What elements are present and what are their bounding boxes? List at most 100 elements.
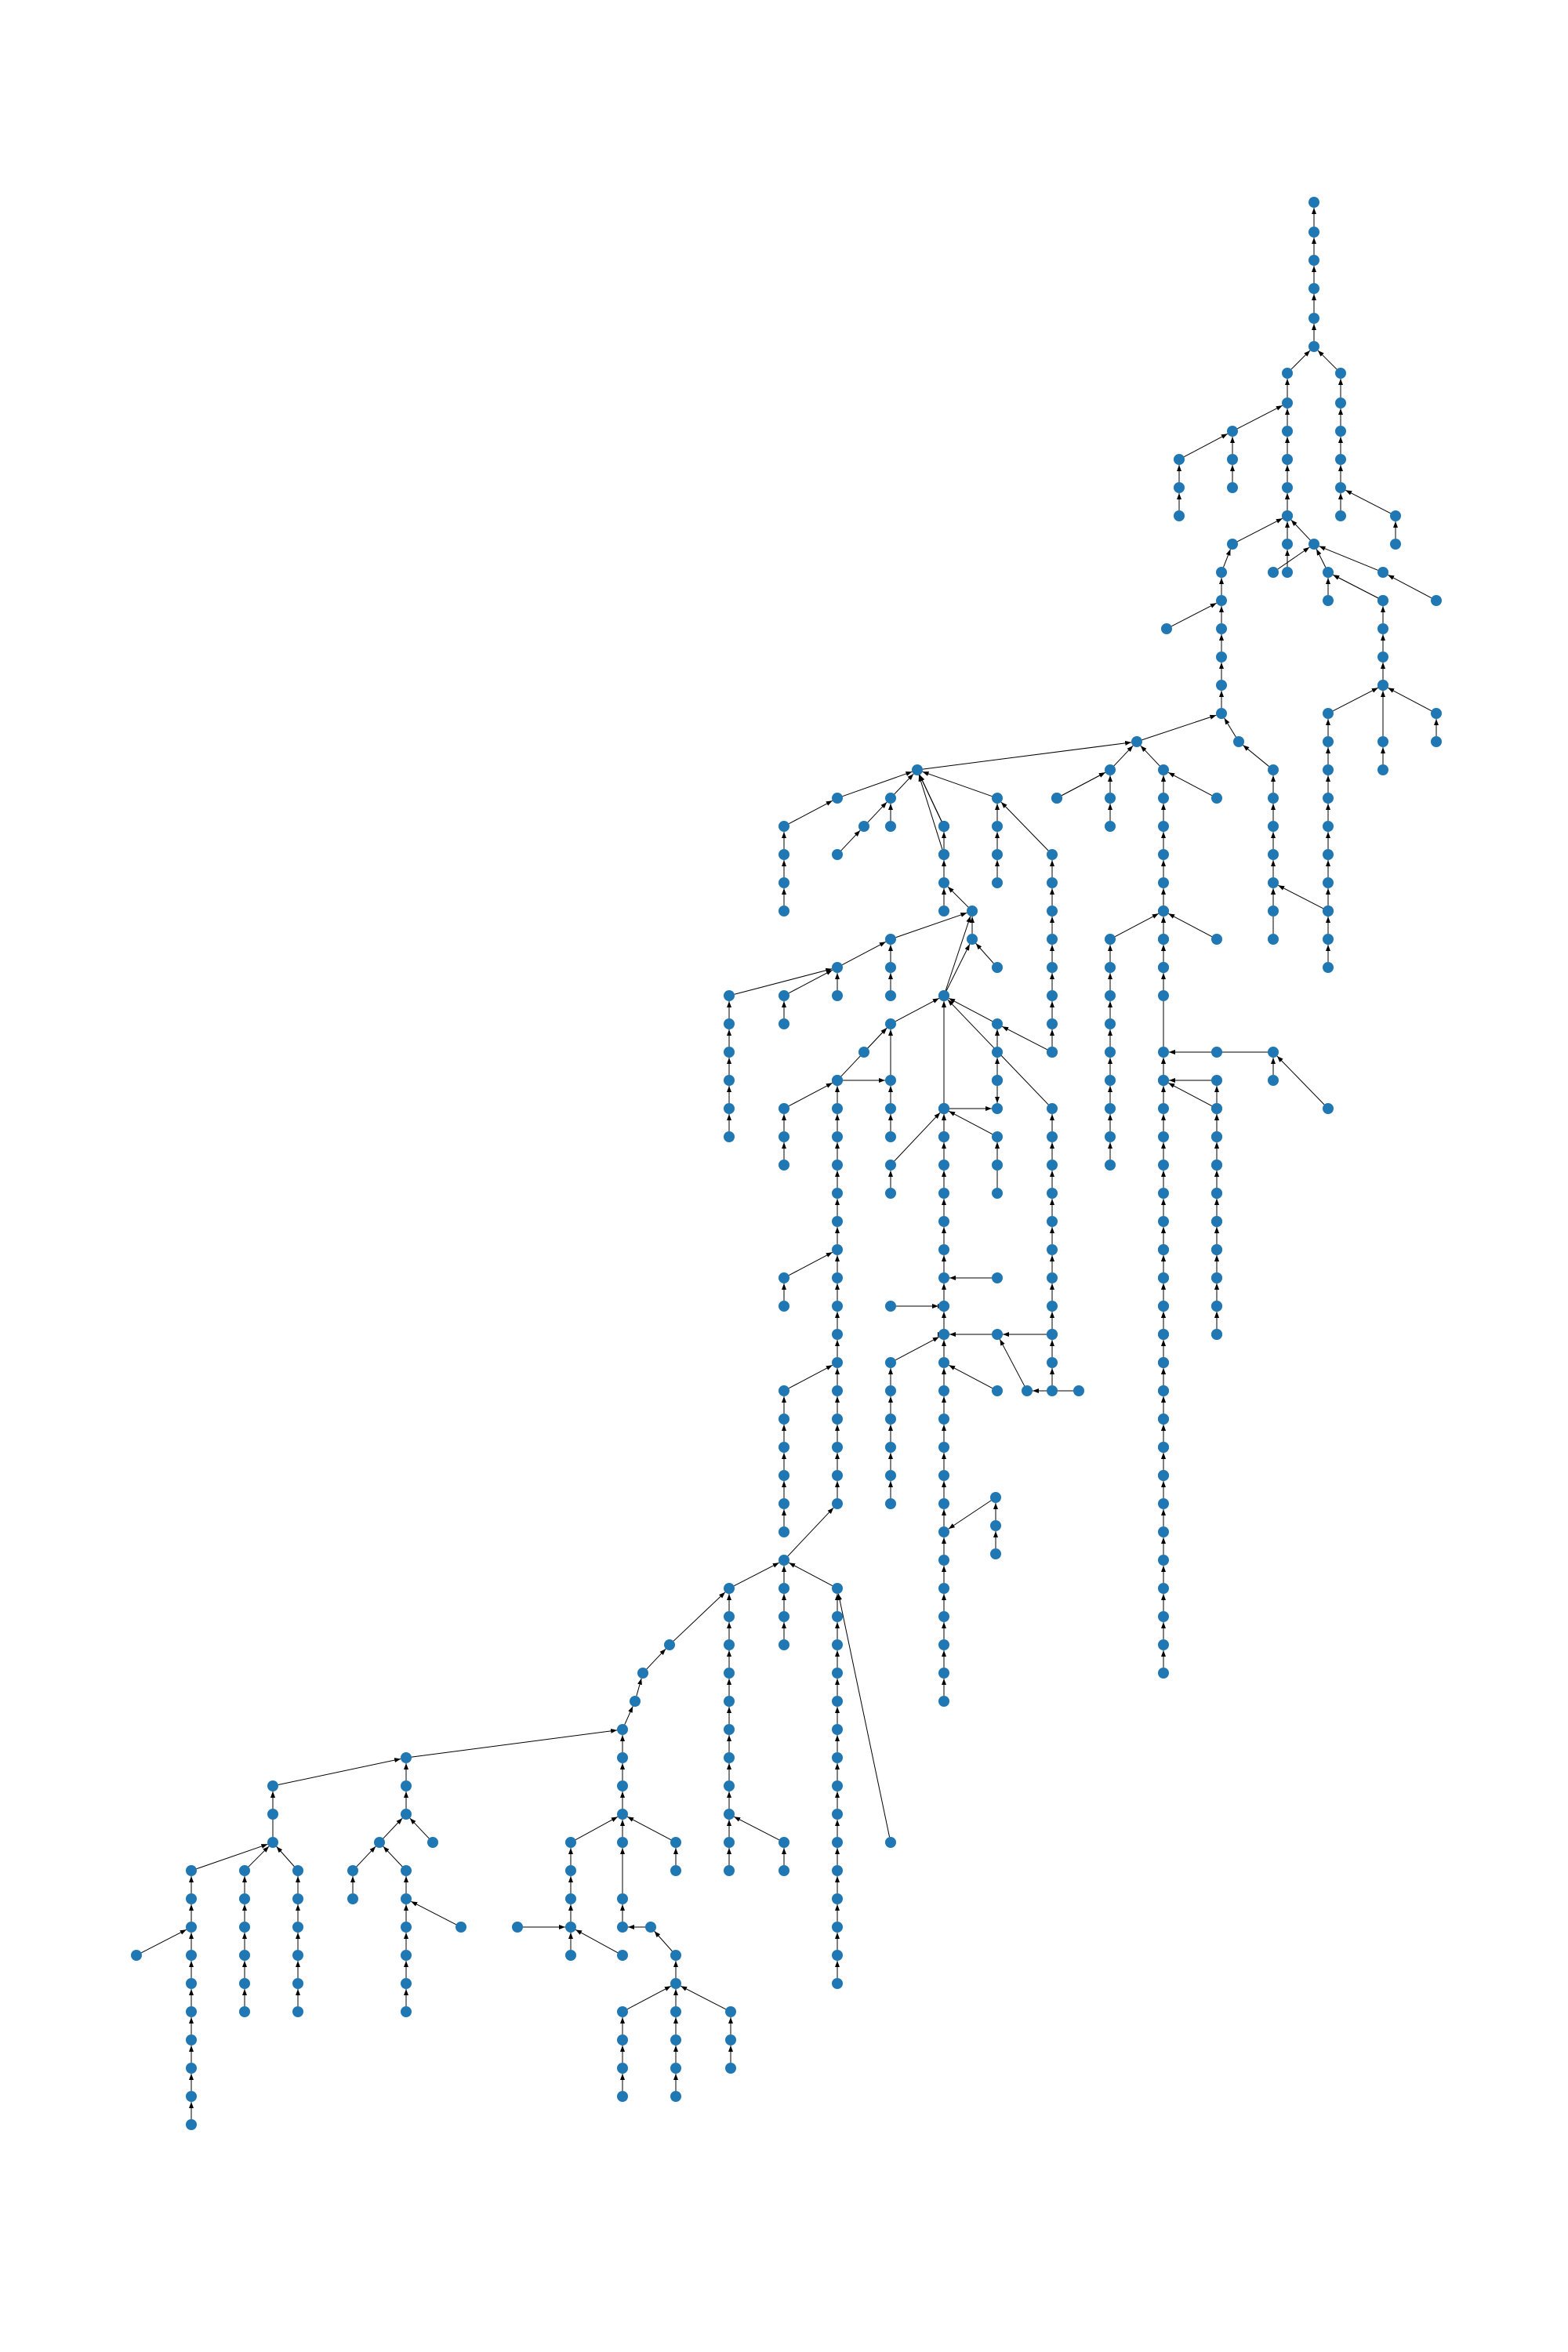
graph-node — [1158, 1414, 1169, 1425]
graph-node — [1158, 793, 1169, 804]
graph-edge — [1387, 574, 1432, 599]
graph-node — [885, 1385, 896, 1396]
graph-node — [992, 1329, 1003, 1340]
graph-edge — [1332, 687, 1379, 712]
graph-node — [1158, 1047, 1169, 1058]
graph-node — [885, 1301, 896, 1312]
graph-node — [938, 1611, 949, 1622]
graph-node — [1335, 426, 1346, 437]
graph-node — [938, 1244, 949, 1255]
graph-node — [1158, 1075, 1169, 1086]
graph-node — [832, 1188, 843, 1199]
graph-node — [832, 1498, 843, 1509]
graph-node — [1158, 1668, 1169, 1679]
graph-node — [832, 1611, 843, 1622]
graph-edge — [922, 771, 993, 797]
graph-node — [186, 2006, 197, 2017]
graph-node — [186, 2063, 197, 2074]
graph-node — [885, 962, 896, 973]
graph-node — [992, 1385, 1003, 1396]
graph-node — [1158, 990, 1169, 1001]
graph-node — [724, 1047, 735, 1058]
graph-node — [1047, 906, 1058, 916]
graph-node — [992, 1047, 1003, 1058]
graph-node — [832, 962, 843, 973]
graph-node — [1431, 595, 1442, 606]
graph-node — [779, 1160, 789, 1171]
graph-node — [832, 1244, 843, 1255]
graph-edge — [278, 1758, 401, 1786]
graph-node — [1158, 1329, 1169, 1340]
graph-edge — [1167, 913, 1213, 938]
graph-node — [1377, 652, 1388, 662]
graph-node — [1268, 567, 1279, 578]
graph-node — [1158, 1216, 1169, 1227]
graph-edge — [1277, 884, 1324, 909]
graph-node — [1105, 1160, 1116, 1171]
graph-node — [1323, 877, 1334, 888]
graph-edge — [1316, 549, 1327, 568]
graph-node — [779, 1837, 789, 1848]
graph-edge — [1224, 717, 1236, 738]
graph-edge — [1317, 350, 1338, 370]
graph-edge — [1114, 913, 1160, 938]
graph-node — [401, 2006, 412, 2017]
graph-node — [724, 1639, 735, 1650]
graph-node — [1282, 368, 1293, 379]
graph-node — [1268, 1075, 1279, 1086]
graph-node — [565, 1893, 576, 1904]
graph-node — [1335, 368, 1346, 379]
graph-node — [1323, 595, 1334, 606]
graph-node — [292, 1950, 303, 1961]
graph-node — [1268, 821, 1279, 832]
graph-node — [885, 821, 896, 832]
graph-node — [832, 1922, 843, 1933]
graph-node — [779, 1526, 789, 1537]
graph-node — [617, 1780, 628, 1791]
graph-node — [832, 1272, 843, 1283]
graph-node — [1158, 1385, 1169, 1396]
graph-edge — [947, 886, 969, 908]
graph-node — [1047, 1385, 1058, 1396]
graph-edge — [788, 1562, 833, 1587]
graph-node — [724, 1865, 735, 1876]
graph-edge — [895, 912, 967, 938]
graph-node — [832, 1103, 843, 1114]
graph-edge — [788, 800, 833, 825]
graph-node — [724, 1837, 735, 1848]
graph-node — [1377, 736, 1388, 747]
graph-node — [885, 1837, 896, 1848]
graph-node — [832, 1724, 843, 1735]
graph-node — [1211, 1301, 1222, 1312]
graph-edge — [999, 1338, 1025, 1387]
graph-node — [617, 2091, 628, 2102]
graph-node — [1282, 567, 1293, 578]
graph-edge — [734, 967, 833, 995]
graph-node — [779, 1470, 789, 1481]
graph-node — [664, 1639, 675, 1650]
graph-node — [779, 990, 789, 1001]
graph-node — [1323, 567, 1334, 578]
graph-node — [1282, 454, 1293, 465]
graph-edge — [945, 916, 971, 991]
graph-node — [239, 1893, 250, 1904]
graph-node — [832, 1131, 843, 1142]
graph-node — [938, 1583, 949, 1594]
graph-node — [1268, 793, 1279, 804]
graph-node — [1158, 1272, 1169, 1283]
graph-node — [1323, 708, 1334, 719]
graph-node — [779, 1583, 789, 1594]
graph-node — [401, 1865, 412, 1876]
graph-node — [1211, 1103, 1222, 1114]
graph-edge — [636, 1678, 642, 1697]
graph-node — [938, 1470, 949, 1481]
graph-node — [1308, 313, 1319, 324]
graph-node — [779, 1865, 789, 1876]
graph-node — [1047, 1329, 1058, 1340]
graph-node — [724, 1131, 735, 1142]
graph-node — [1323, 793, 1334, 804]
graph-node — [401, 1893, 412, 1904]
graph-edge — [948, 1500, 992, 1530]
graph-edge — [922, 740, 1132, 770]
